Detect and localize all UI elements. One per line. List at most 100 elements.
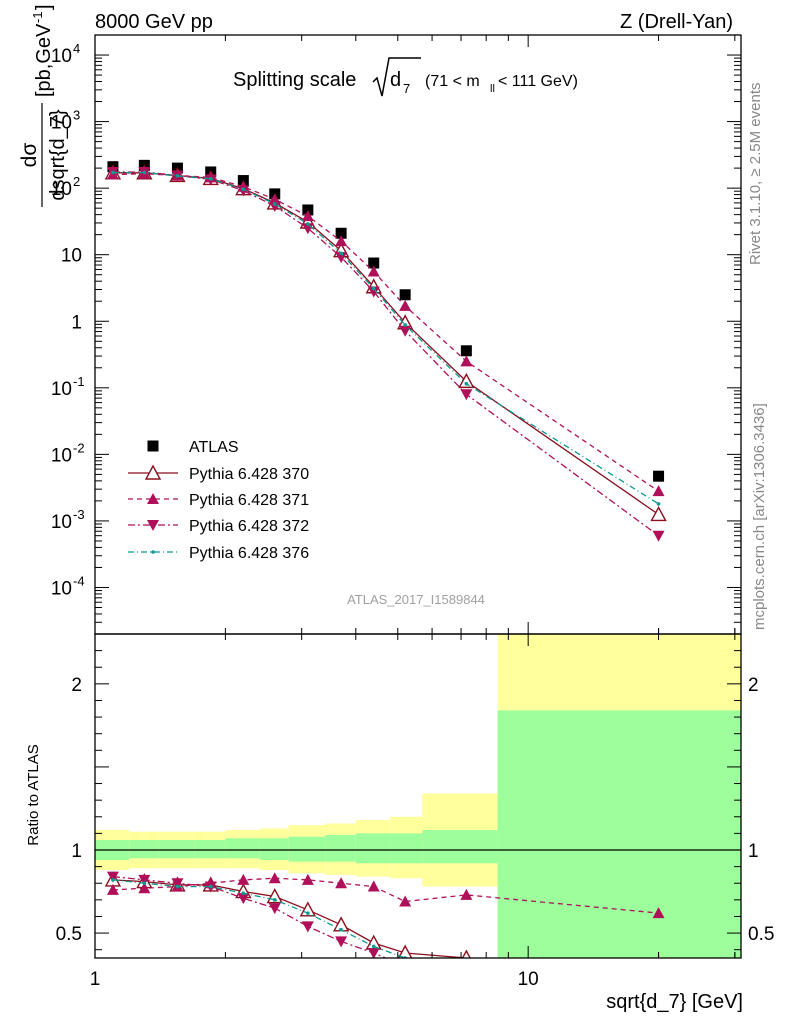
y-tick-label: 10 3 (51, 108, 80, 134)
x-axis-ticks: 1 10 (90, 35, 736, 990)
legend: ATLAS Pythia 6.428 370 Pythia 6.428 371 Pyt… (128, 439, 309, 562)
data-point (111, 878, 115, 882)
data-point (465, 965, 469, 969)
legend-label: Pythia 6.428 376 (189, 545, 309, 562)
data-point (460, 975, 472, 986)
y-tick-label: 10 4 (51, 41, 80, 67)
y-tick-exp: -4 (73, 573, 85, 588)
series-p376 (111, 170, 661, 506)
data-point (268, 872, 281, 884)
y-tick-label: 1 (71, 312, 82, 333)
ratio-y-axis-ticks: 0.5 0.5 1 1 2 2 (56, 650, 774, 951)
error-band-inner (158, 840, 195, 859)
ylabel-num: dσ (18, 143, 41, 168)
title-sqrt-symbol: d (390, 69, 401, 91)
error-band-inner (225, 838, 260, 859)
legend-entry-p370: Pythia 6.428 370 (128, 464, 309, 483)
ratio-series-p376 (111, 878, 469, 969)
title-cut-pre: (71 < m (425, 73, 480, 90)
data-point (208, 884, 213, 889)
series-data (107, 159, 665, 482)
y-tick-base: 10 (51, 578, 72, 599)
data-point (241, 891, 246, 895)
legend-label: Pythia 6.428 371 (189, 492, 309, 509)
data-point (460, 389, 473, 401)
series-line (112, 172, 659, 516)
data-point (111, 170, 115, 175)
ratio-y-tick-label: 1 (71, 841, 82, 862)
legend-label: Pythia 6.428 372 (189, 518, 309, 535)
data-point (460, 888, 473, 900)
data-point (371, 286, 376, 291)
data-point (458, 372, 475, 389)
data-point (106, 883, 119, 895)
error-band-inner (355, 833, 391, 864)
data-point (367, 265, 380, 277)
ratio-ylabel: Ratio to ATLAS (25, 744, 42, 845)
y-tick-base: 10 (61, 246, 82, 267)
y-tick-base: 1 (71, 312, 82, 333)
legend-entry-data: ATLAS (147, 439, 239, 456)
header-right: Z (Drell-Yan) (620, 11, 733, 33)
data-point (241, 187, 246, 192)
ratio-y-tick-label: 0.5 (748, 924, 774, 945)
data-point (371, 944, 376, 949)
data-point (272, 898, 277, 902)
y-tick-exp: -2 (73, 440, 85, 455)
data-point (138, 882, 151, 894)
error-band-inner (288, 836, 326, 862)
legend-label: Pythia 6.428 370 (189, 466, 309, 483)
title-main: Splitting scale (233, 69, 356, 91)
data-point (367, 286, 380, 298)
data-point (268, 903, 281, 915)
title-sqrt-sub: 7 (403, 81, 410, 96)
series-line (112, 171, 659, 505)
error-band-inner (325, 835, 356, 862)
data-point (652, 485, 665, 497)
analysis-id: ATLAS_2017_I1589844 (347, 592, 485, 607)
data-point (301, 210, 314, 222)
data-point (299, 901, 317, 917)
error-band-inner (259, 838, 289, 860)
rivet-label: Rivet 3.1.10, ≥ 2.5M events (747, 83, 764, 266)
data-point (301, 921, 314, 933)
data-point (403, 323, 407, 327)
series-line (112, 171, 659, 537)
data-point (147, 520, 159, 531)
legend-entry-p372: Pythia 6.428 372 (128, 518, 309, 535)
data-point (397, 944, 413, 958)
series-line (112, 173, 659, 492)
data-point (142, 881, 147, 886)
y-tick-base: 10 (51, 445, 72, 466)
data-point (142, 170, 147, 175)
data-point (175, 884, 180, 889)
ratio-series (104, 871, 665, 986)
y-tick-label: 10 -4 (51, 573, 85, 599)
data-point (301, 873, 314, 885)
ratio-series-p372 (106, 871, 472, 986)
y-tick-exp: 4 (73, 41, 80, 56)
mcplots-label: mcplots.cern.ch [arXiv:1306.3436] (751, 403, 768, 630)
ratio-bands (95, 634, 741, 958)
data-point (106, 871, 119, 883)
y-tick-base: 10 (51, 512, 72, 533)
ratio-y-tick-label: 1 (748, 841, 759, 862)
plot-title: Splitting scale d 7 (71 < m ll < 111 GeV… (233, 57, 578, 97)
data-point (399, 961, 411, 972)
y-tick-exp: -1 (73, 374, 85, 389)
ratio-y-tick-label: 2 (748, 675, 759, 696)
ylabel-unit-sup: -1 (30, 11, 45, 23)
legend-label: ATLAS (189, 439, 239, 456)
x-tick-label: 1 (90, 969, 101, 990)
ratio-y-tick-label: 2 (71, 675, 82, 696)
data-point (399, 895, 412, 907)
data-point (302, 204, 314, 216)
data-point (208, 177, 213, 181)
y-tick-base: 10 (51, 113, 72, 134)
legend-entry-p376: Pythia 6.428 376 (128, 545, 309, 562)
data-point (144, 464, 162, 480)
data-point (175, 174, 180, 178)
data-point (237, 873, 250, 885)
xlabel: sqrt{d_7} [GeV] (606, 991, 743, 1013)
